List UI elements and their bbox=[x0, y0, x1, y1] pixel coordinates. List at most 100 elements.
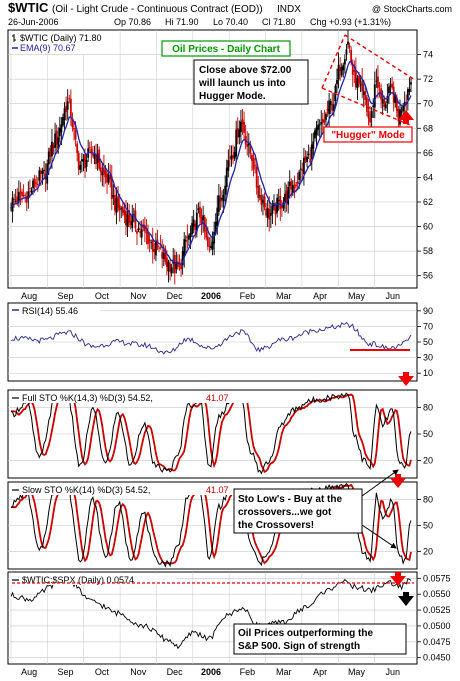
price-bar-body bbox=[238, 129, 241, 138]
price-bar-body bbox=[214, 221, 217, 233]
price-bar-body bbox=[325, 113, 327, 120]
price-bar-body bbox=[257, 185, 260, 199]
breakout-note-line-2: will launch us into bbox=[198, 78, 286, 89]
price-bar-body bbox=[383, 98, 386, 108]
price-bar-body bbox=[205, 230, 208, 238]
full-sto-axis-ticks: 20 50 80 bbox=[417, 403, 433, 465]
price-bar-body bbox=[91, 154, 94, 156]
price-bar-body bbox=[166, 257, 168, 267]
x-tick-label: Dec bbox=[167, 291, 184, 301]
ratio-tick-label: 0.0450 bbox=[423, 653, 451, 663]
price-bar-body bbox=[299, 168, 302, 170]
price-bar-body bbox=[151, 239, 154, 252]
price-bar-body bbox=[210, 245, 212, 248]
breakout-note-line-3: Hugger Mode. bbox=[199, 91, 266, 102]
price-bar-body bbox=[221, 197, 223, 200]
price-bar-body bbox=[93, 154, 96, 160]
price-bar-body bbox=[121, 206, 124, 213]
price-bar-body bbox=[186, 236, 189, 239]
full-sto-d-line bbox=[11, 393, 412, 474]
crossover-note-line-3: the Crossovers! bbox=[238, 520, 314, 531]
slow-sto-tick-label: 80 bbox=[423, 494, 433, 504]
price-bar-body bbox=[304, 156, 307, 160]
price-bar-body bbox=[194, 223, 197, 231]
rsi-tick-label: 10 bbox=[423, 368, 433, 378]
price-bar-body bbox=[345, 49, 348, 55]
x-tick-label: Apr bbox=[313, 667, 327, 677]
price-bar-body bbox=[307, 153, 310, 156]
price-bar-body bbox=[254, 165, 256, 167]
price-bar-body bbox=[364, 90, 367, 100]
chart-title-box bbox=[161, 40, 291, 57]
price-bar-body bbox=[277, 199, 280, 202]
price-bar-body bbox=[128, 210, 131, 223]
slow-sto-legend: Slow STO %K(14) %D(3) 54.52, bbox=[22, 485, 150, 495]
price-bar-body bbox=[391, 83, 394, 88]
price-bar-body bbox=[303, 157, 305, 175]
x-tick-label: Sep bbox=[58, 667, 74, 677]
price-bar-body bbox=[118, 204, 121, 211]
price-bar-body bbox=[14, 200, 17, 202]
hugger-label-box bbox=[323, 126, 413, 143]
price-bar-body bbox=[262, 200, 264, 203]
x-tick-label: Mar bbox=[276, 291, 292, 301]
ratio-tick-label: 0.0550 bbox=[423, 589, 451, 599]
price-bar-body bbox=[104, 170, 107, 178]
price-bar-body bbox=[85, 160, 88, 167]
price-bar-body bbox=[115, 198, 118, 213]
x-tick-label: Nov bbox=[130, 291, 147, 301]
price-bar-body bbox=[206, 236, 209, 247]
hugger-label: "Hugger" Mode bbox=[331, 130, 405, 141]
symbol-title: $WTIC bbox=[8, 0, 49, 15]
price-bar-body bbox=[164, 248, 167, 262]
price-bar-body bbox=[252, 158, 255, 170]
price-bar-body bbox=[372, 105, 375, 108]
price-bar-body bbox=[145, 231, 148, 234]
x-tick-label: 2006 bbox=[201, 667, 221, 677]
price-bar-body bbox=[315, 127, 318, 136]
price-bar-body bbox=[195, 212, 198, 232]
price-bar-body bbox=[188, 235, 190, 240]
price-bar-body bbox=[301, 169, 304, 172]
price-bar-body bbox=[36, 183, 39, 185]
price-bar-body bbox=[405, 102, 408, 103]
price-bar-body bbox=[161, 252, 164, 259]
price-bar-body bbox=[329, 101, 332, 105]
price-bar-body bbox=[282, 202, 285, 209]
price-bar-body bbox=[96, 153, 99, 163]
ratio-note-line-1: Oil Prices outperforming the bbox=[238, 628, 373, 639]
x-tick-label: Nov bbox=[130, 667, 147, 677]
price-legend-icon bbox=[12, 34, 16, 42]
price-bar-body bbox=[336, 79, 338, 85]
x-axis-bottom: Aug Sep Oct Nov Dec 2006 Feb Mar Apr May Jun bbox=[21, 667, 400, 677]
price-bar-body bbox=[44, 173, 47, 180]
price-bar-body bbox=[222, 194, 225, 202]
price-bar-body bbox=[208, 245, 211, 247]
price-bar-body bbox=[110, 176, 113, 199]
price-bar-body bbox=[309, 158, 312, 163]
price-bar-body bbox=[375, 80, 378, 82]
pointer-to-full-sto bbox=[361, 469, 399, 497]
price-bar-body bbox=[265, 208, 268, 216]
price-bar-body bbox=[117, 196, 119, 208]
price-bar-body bbox=[353, 70, 356, 72]
price-bar-body bbox=[69, 98, 72, 118]
price-bar-body bbox=[408, 88, 411, 92]
crossover-note-line-2: crossovers...we got bbox=[238, 507, 332, 518]
price-bar-body bbox=[377, 76, 379, 88]
price-bar-body bbox=[84, 154, 86, 169]
price-bar-body bbox=[296, 181, 299, 185]
ratio-up-arrow-icon bbox=[398, 592, 414, 606]
price-bar-body bbox=[233, 151, 236, 159]
price-bar-body bbox=[112, 194, 115, 198]
price-bar-body bbox=[314, 130, 316, 139]
ratio-note-line-2: S&P 500. Sign of strength bbox=[238, 641, 360, 652]
price-bar-body bbox=[137, 228, 140, 231]
price-bar-body bbox=[287, 186, 290, 205]
price-bar-body bbox=[107, 174, 110, 183]
price-bar-body bbox=[406, 89, 409, 100]
price-bar-body bbox=[232, 155, 234, 159]
price-bar-body bbox=[284, 193, 286, 202]
rsi-axis-ticks: 10 30 50 70 90 bbox=[417, 306, 433, 378]
